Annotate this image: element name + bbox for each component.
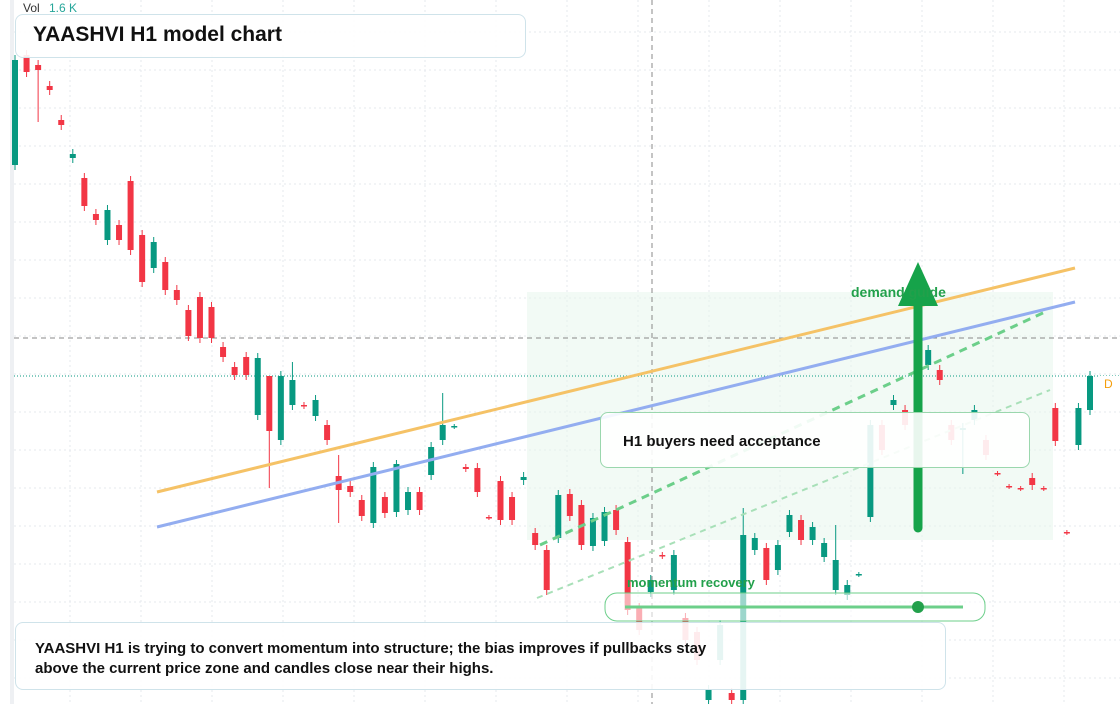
candle-body [381, 497, 388, 513]
channel-dashed [539, 310, 1046, 547]
candle-body [844, 585, 851, 595]
candle-body [289, 380, 296, 405]
candle-body [555, 495, 562, 538]
candle-body [173, 290, 180, 300]
candle-body [104, 210, 111, 240]
candle-body [890, 400, 897, 405]
candle-body [69, 154, 76, 158]
candle-body [405, 492, 412, 510]
candle-body [277, 376, 284, 440]
candle-body [798, 520, 805, 540]
candle-body [35, 65, 42, 70]
candle-body [162, 262, 169, 290]
candle-body [139, 235, 146, 282]
candle-body [23, 55, 30, 72]
candle-body [1040, 488, 1047, 490]
channel-light [536, 389, 1051, 599]
candle-body [1052, 408, 1059, 441]
candle-body [324, 425, 331, 440]
candle-body [855, 574, 862, 576]
candle-body [243, 357, 250, 375]
candle-body [150, 242, 157, 268]
candle-body [867, 425, 874, 517]
candle-body [520, 477, 527, 480]
volume-value: 1.6 K [49, 1, 77, 15]
marker-label: D [1104, 377, 1113, 391]
candle-body [312, 400, 319, 416]
marker-bg [1100, 376, 1120, 392]
candle-body [647, 580, 654, 592]
candle-body [1063, 532, 1070, 534]
slider-label: momentum recovery [627, 575, 756, 590]
candle-body [763, 548, 770, 580]
candle-body [116, 225, 123, 240]
candle-body [532, 533, 539, 545]
candle-body [370, 467, 377, 523]
candle-body [474, 468, 481, 492]
candle-body [1006, 486, 1013, 488]
candle-body [497, 481, 504, 520]
candle-body [46, 86, 53, 90]
candle-body [231, 367, 238, 375]
candle-body [58, 120, 65, 125]
candle-body [462, 467, 469, 469]
candle-body [485, 517, 492, 519]
candle-body [358, 500, 365, 516]
candle-body [127, 181, 134, 250]
candle-body [266, 376, 273, 431]
candle-body [543, 550, 550, 590]
candle-body [809, 527, 816, 540]
arrow-head [898, 262, 938, 306]
candle-body [786, 515, 793, 532]
candle-body [659, 555, 666, 557]
candle-body [832, 560, 839, 590]
volume-label: Vol [23, 1, 40, 15]
candle-body [196, 297, 203, 338]
candle-body [393, 464, 400, 512]
chart-title: YAASHVI H1 model chart [15, 14, 526, 58]
candle-body [12, 60, 18, 165]
candle-body [728, 693, 735, 700]
candle-body [1017, 488, 1024, 490]
candle-body [347, 486, 354, 492]
candle-body [821, 543, 828, 557]
candle-body [300, 405, 307, 407]
left-edge [10, 0, 14, 704]
note-box: YAASHVI H1 is trying to convert momentum… [15, 622, 946, 690]
note: YAASHVI H1 is trying to convert momentum… [35, 640, 707, 677]
candle-body [208, 307, 215, 338]
candle-body [92, 214, 99, 220]
candle-body [254, 358, 261, 415]
callout: H1 buyers need acceptance [600, 412, 1030, 468]
candle-body [1029, 478, 1036, 485]
candle-body [601, 512, 608, 541]
candle-body [705, 690, 712, 700]
candle-body [936, 370, 943, 380]
candle-body [994, 473, 1001, 475]
candle-body [509, 497, 516, 520]
candle-body [624, 542, 631, 610]
candle-body [439, 425, 446, 440]
candle-body [670, 555, 677, 590]
slider-thumb [912, 601, 924, 613]
zone-label: demand guide [851, 284, 946, 300]
candle-body [451, 426, 458, 428]
candle-body [774, 545, 781, 570]
candle-body [185, 310, 192, 336]
candle-body [1075, 408, 1082, 445]
candle-body [1087, 376, 1093, 410]
candle-body [566, 494, 573, 516]
candle-body [220, 347, 227, 357]
candle-body [751, 538, 758, 550]
candle-body [416, 492, 423, 510]
candle-body [81, 178, 88, 206]
candle-body [589, 518, 596, 546]
candle-body [925, 350, 932, 365]
candle-body [613, 510, 620, 530]
